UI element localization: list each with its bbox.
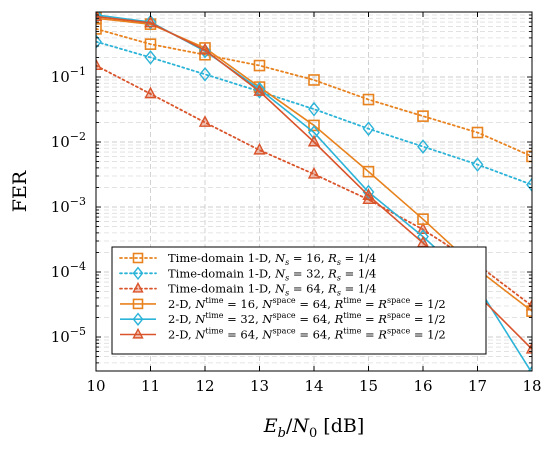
legend-marker — [132, 327, 144, 339]
x-tick-label: 13 — [250, 377, 269, 395]
legend-label: Time-domain 1-D, Ns = 64, Rs = 1/4 — [168, 282, 376, 298]
data-point — [307, 134, 321, 147]
x-tick-label: 18 — [522, 377, 541, 395]
data-point — [96, 12, 102, 25]
x-tick-label: 12 — [195, 377, 214, 395]
data-point — [308, 125, 320, 140]
legend-marker — [132, 266, 144, 281]
data-point — [417, 139, 429, 154]
y-tick-label: 10−3 — [51, 195, 86, 216]
legend-marker — [132, 298, 144, 310]
legend-label: 2-D, Ntime = 64, Nspace = 64, Rtime = Rs… — [168, 327, 446, 342]
legend-entry: 2-D, Ntime = 32, Nspace = 64, Rtime = Rs… — [120, 311, 446, 326]
legend-label: 2-D, Ntime = 16, Nspace = 64, Rtime = Rs… — [168, 296, 446, 311]
data-point — [96, 34, 102, 50]
legend-label: Time-domain 1-D, Ns = 32, Rs = 1/4 — [168, 266, 376, 282]
y-axis-label: FER — [9, 170, 31, 212]
y-tick-label: 10−2 — [51, 130, 86, 151]
data-point — [144, 14, 157, 30]
y-tick-label: 10−4 — [51, 260, 86, 281]
data-point — [471, 126, 484, 139]
data-point — [416, 222, 430, 234]
series-line — [96, 40, 532, 186]
x-tick-label: 11 — [141, 377, 160, 395]
x-tick-label: 10 — [86, 377, 105, 395]
legend-entry: 2-D, Ntime = 64, Nspace = 64, Rtime = Rs… — [120, 327, 446, 342]
data-point — [362, 93, 375, 106]
data-point — [525, 341, 532, 354]
legend-marker — [132, 252, 144, 264]
legend-label: 2-D, Ntime = 32, Nspace = 64, Rtime = Rs… — [168, 311, 446, 326]
data-point — [198, 42, 212, 55]
data-point — [417, 213, 429, 225]
series-line — [96, 27, 532, 158]
data-point — [308, 74, 320, 86]
data-point — [362, 188, 375, 201]
data-point — [96, 23, 102, 35]
data-point — [144, 15, 157, 28]
x-tick-label: 15 — [359, 377, 378, 395]
data-point — [526, 177, 532, 193]
data-point — [144, 86, 157, 99]
legend-marker — [132, 281, 144, 293]
x-axis-label: Eb/N0 [dB] — [263, 415, 365, 441]
x-tick-label: 16 — [413, 377, 432, 395]
legend-label: Time-domain 1-D, Ns = 16, Rs = 1/4 — [168, 251, 376, 267]
legend-entry: Time-domain 1-D, Ns = 64, Rs = 1/4 — [119, 281, 376, 298]
data-point — [308, 101, 320, 117]
data-point — [253, 142, 266, 155]
data-point — [144, 50, 157, 65]
legend-marker — [132, 312, 144, 326]
plot-frame — [95, 11, 533, 372]
data-point — [96, 12, 102, 23]
data-point — [253, 59, 266, 72]
data-point — [362, 121, 375, 137]
data-point — [198, 115, 212, 127]
data-point — [362, 165, 375, 178]
x-tick-label: 17 — [468, 377, 487, 395]
data-point — [199, 66, 211, 82]
legend-entry: Time-domain 1-D, Ns = 16, Rs = 1/4 — [119, 251, 376, 267]
data-point — [144, 38, 157, 50]
data-point — [96, 58, 103, 71]
data-point — [253, 84, 266, 96]
data-point — [526, 305, 532, 317]
data-point — [526, 150, 532, 163]
y-tick-label: 10−1 — [51, 65, 86, 86]
data-point — [471, 157, 484, 172]
series-2 — [96, 34, 532, 193]
data-point — [307, 166, 321, 179]
y-tick-label: 10−5 — [51, 325, 86, 346]
legend-entry: 2-D, Ntime = 16, Nspace = 64, Rtime = Rs… — [120, 296, 446, 311]
data-point — [308, 119, 320, 132]
data-point — [417, 110, 429, 122]
legend-entry: Time-domain 1-D, Ns = 32, Rs = 1/4 — [119, 266, 376, 282]
legend-box — [111, 246, 487, 355]
legend: Time-domain 1-D, Ns = 16, Rs = 1/4Time-d… — [111, 246, 487, 355]
data-point — [362, 184, 375, 200]
x-tick-label: 14 — [304, 377, 323, 395]
